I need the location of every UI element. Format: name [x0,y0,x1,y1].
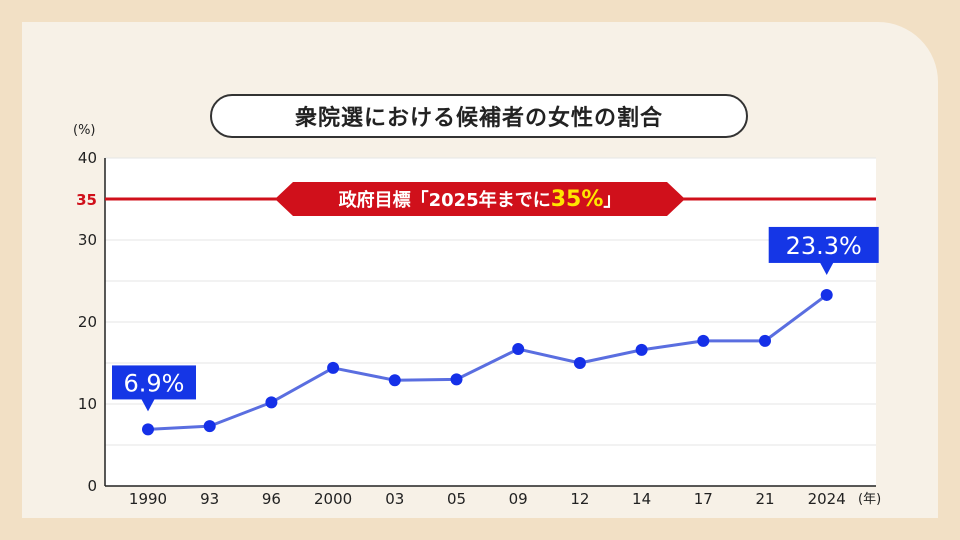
x-tick-label: 2024 [808,490,846,508]
x-tick-label: 1990 [129,490,167,508]
target-label-prefix: 政府目標「2025年までに [339,189,551,211]
callout-box [112,365,196,400]
x-tick-label: 03 [385,490,404,508]
x-tick-label: 93 [200,490,219,508]
data-point [512,343,525,356]
y-tick-labels: 0 10 20 30 40 [78,149,97,495]
chart-title: 衆院選における候補者の女性の割合 [210,94,748,138]
callouts: 6.9% 23.3% [112,226,879,412]
x-tick-label: 2000 [314,490,352,508]
data-point [697,334,710,347]
data-point [759,334,771,347]
y-unit-label: (%) [73,123,96,138]
x-tick-label: 12 [570,490,589,508]
y-tick-label: 10 [78,395,97,413]
data-point [265,396,278,409]
y-tick-label: 20 [78,313,97,331]
series-polyline [147,293,828,431]
data-point [820,288,833,301]
data-point [388,374,401,387]
callout-label: 23.3% [786,232,862,260]
x-tick-label: 17 [694,490,713,508]
target-line-group: 35 政府目標「2025年までに35%」 [76,182,876,216]
x-tick-labels: 1990 93 96 2000 03 05 09 12 14 17 21 2024 [129,490,846,508]
x-tick-label: 09 [509,490,528,508]
x-unit-label: (年) [858,492,881,507]
y-tick-label: 30 [78,231,97,249]
target-tick-label: 35 [76,191,97,209]
data-point [635,343,648,356]
callout-box [768,226,879,263]
y-tick-label: 0 [87,477,97,495]
x-tick-label: 21 [755,490,774,508]
y-tick-label: 40 [78,149,97,167]
target-label-suffix: 」 [603,190,621,211]
callout-pointer [819,261,834,275]
x-tick-label: 14 [632,490,651,508]
data-point [327,361,340,374]
callout-pointer [141,398,155,412]
series-line [142,288,833,436]
target-label: 政府目標「2025年までに35%」 [339,187,622,212]
data-point [573,357,586,369]
data-point [142,423,154,436]
data-point [203,420,216,433]
x-tick-label: 05 [447,490,466,508]
target-label-highlight: 35% [551,187,604,212]
target-label-banner [275,182,685,216]
callout-label: 6.9% [124,369,185,397]
data-point [450,373,463,386]
x-tick-label: 96 [262,490,281,508]
